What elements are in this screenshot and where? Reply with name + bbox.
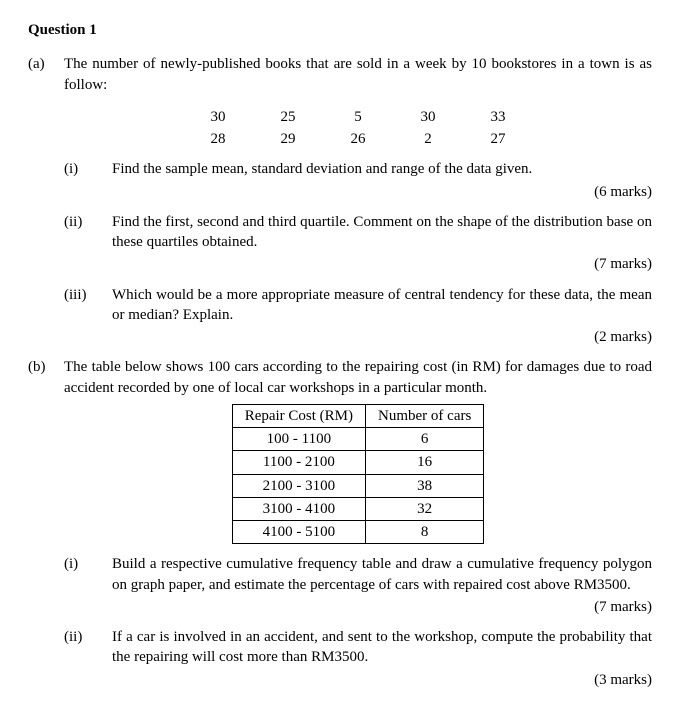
count-cell: 32: [366, 497, 484, 520]
part-a-intro: The number of newly-published books that…: [64, 54, 652, 95]
part-a-i-marks: (6 marks): [112, 182, 652, 202]
part-a-ii-marks: (7 marks): [112, 254, 652, 274]
part-a: (a) The number of newly-published books …: [28, 54, 652, 347]
data-cell: 30: [184, 107, 252, 127]
data-cell: 27: [464, 129, 532, 149]
part-a-data-grid: 30 25 5 30 33 28 29 26 2 27: [182, 105, 534, 152]
part-a-i: (i) Find the sample mean, standard devia…: [64, 159, 652, 202]
count-cell: 38: [366, 474, 484, 497]
part-b-i-marks: (7 marks): [112, 597, 652, 617]
roman-label: (i): [64, 159, 112, 202]
data-cell: 29: [254, 129, 322, 149]
data-cell: 28: [184, 129, 252, 149]
count-cell: 6: [366, 428, 484, 451]
table-row: 100 - 11006: [232, 428, 484, 451]
table-row: 4100 - 51008: [232, 521, 484, 544]
part-a-i-text: Find the sample mean, standard deviation…: [112, 159, 652, 179]
data-cell: 30: [394, 107, 462, 127]
table-row: 3100 - 410032: [232, 497, 484, 520]
part-b-ii-text: If a car is involved in an accident, and…: [112, 627, 652, 668]
part-b-ii: (ii) If a car is involved in an accident…: [64, 627, 652, 690]
table-row: 1100 - 210016: [232, 451, 484, 474]
roman-label: (ii): [64, 627, 112, 690]
table-header-count: Number of cars: [366, 404, 484, 427]
data-cell: 33: [464, 107, 532, 127]
data-cell: 5: [324, 107, 392, 127]
cost-cell: 1100 - 2100: [232, 451, 365, 474]
data-cell: 2: [394, 129, 462, 149]
roman-label: (i): [64, 554, 112, 617]
part-a-iii: (iii) Which would be a more appropriate …: [64, 285, 652, 348]
cost-cell: 100 - 1100: [232, 428, 365, 451]
part-a-iii-text: Which would be a more appropriate measur…: [112, 285, 652, 326]
count-cell: 8: [366, 521, 484, 544]
question-title: Question 1: [28, 20, 652, 40]
repair-cost-table: Repair Cost (RM) Number of cars 100 - 11…: [232, 404, 485, 545]
data-cell: 25: [254, 107, 322, 127]
part-b-letter: (b): [28, 357, 64, 690]
part-b-ii-marks: (3 marks): [112, 670, 652, 690]
roman-label: (ii): [64, 212, 112, 275]
cost-cell: 4100 - 5100: [232, 521, 365, 544]
table-header-cost: Repair Cost (RM): [232, 404, 365, 427]
data-cell: 26: [324, 129, 392, 149]
cost-cell: 2100 - 3100: [232, 474, 365, 497]
part-b: (b) The table below shows 100 cars accor…: [28, 357, 652, 690]
part-b-intro: The table below shows 100 cars according…: [64, 357, 652, 398]
roman-label: (iii): [64, 285, 112, 348]
table-row: 2100 - 310038: [232, 474, 484, 497]
part-a-iii-marks: (2 marks): [112, 327, 652, 347]
part-a-ii-text: Find the first, second and third quartil…: [112, 212, 652, 253]
part-a-letter: (a): [28, 54, 64, 347]
count-cell: 16: [366, 451, 484, 474]
part-b-i-text: Build a respective cumulative frequency …: [112, 554, 652, 595]
cost-cell: 3100 - 4100: [232, 497, 365, 520]
part-b-i: (i) Build a respective cumulative freque…: [64, 554, 652, 617]
part-a-ii: (ii) Find the first, second and third qu…: [64, 212, 652, 275]
